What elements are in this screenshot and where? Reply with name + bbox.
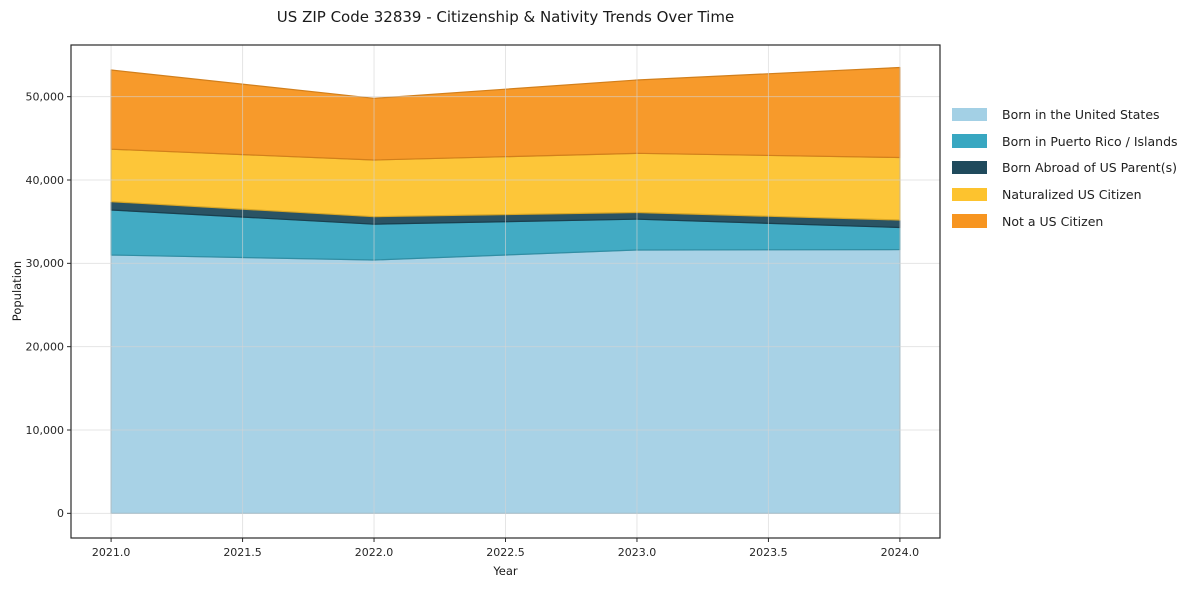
legend-swatch [952, 160, 987, 175]
x-axis-label: Year [493, 564, 518, 578]
legend-label: Not a US Citizen [1002, 213, 1104, 229]
legend-swatch [952, 214, 987, 228]
x-tick-label: 2023.5 [749, 546, 788, 559]
x-tick-label: 2023.0 [618, 546, 657, 559]
legend-item: Born in Puerto Rico / Islands [952, 128, 1178, 155]
y-tick-label: 20,000 [26, 340, 65, 353]
x-tick-label: 2021.0 [92, 546, 131, 559]
legend-item: Not a US Citizen [952, 208, 1178, 235]
x-tick-label: 2022.5 [486, 546, 525, 559]
legend-swatch [952, 134, 987, 148]
x-tick-label: 2021.5 [223, 546, 262, 559]
legend: Born in the United States Born in Puerto … [952, 101, 1178, 234]
y-tick-label: 40,000 [26, 174, 65, 187]
legend-label: Born in Puerto Rico / Islands [1002, 133, 1178, 149]
chart-title: US ZIP Code 32839 - Citizenship & Nativi… [276, 8, 735, 26]
legend-item: Born Abroad of US Parent(s) [952, 154, 1178, 181]
x-tick-label: 2024.0 [881, 546, 920, 559]
y-tick-label: 0 [57, 507, 64, 520]
y-axis-label: Population [10, 260, 24, 322]
legend-item: Naturalized US Citizen [952, 181, 1178, 208]
legend-label: Naturalized US Citizen [1002, 186, 1142, 202]
legend-swatch [952, 107, 987, 122]
legend-item: Born in the United States [952, 101, 1178, 128]
x-tick-label: 2022.0 [355, 546, 394, 559]
y-tick-label: 30,000 [26, 257, 65, 270]
legend-swatch [952, 187, 987, 202]
legend-label: Born Abroad of US Parent(s) [1002, 160, 1177, 176]
y-tick-label: 10,000 [26, 424, 65, 437]
y-tick-label: 50,000 [26, 90, 65, 103]
legend-label: Born in the United States [1002, 106, 1160, 122]
